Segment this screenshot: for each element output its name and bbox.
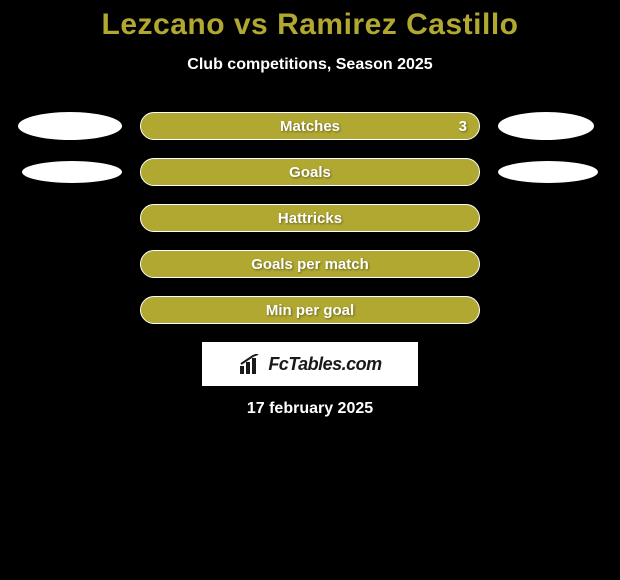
stat-row: Min per goal bbox=[0, 296, 620, 324]
stat-row: Hattricks bbox=[0, 204, 620, 232]
logo-text: FcTables.com bbox=[268, 354, 381, 375]
comparison-infographic: Lezcano vs Ramirez Castillo Club competi… bbox=[0, 0, 620, 418]
stat-label: Goals bbox=[141, 164, 479, 181]
stat-bar: Goals bbox=[140, 158, 480, 186]
left-slot bbox=[12, 112, 122, 140]
stat-row: Matches3 bbox=[0, 112, 620, 140]
left-ellipse bbox=[18, 112, 122, 140]
stat-bar: Goals per match bbox=[140, 250, 480, 278]
stat-row: Goals bbox=[0, 158, 620, 186]
date-text: 17 february 2025 bbox=[0, 400, 620, 418]
stat-label: Matches bbox=[141, 118, 479, 135]
left-slot bbox=[12, 161, 122, 183]
stat-label: Min per goal bbox=[141, 302, 479, 319]
chart-icon bbox=[238, 354, 262, 374]
stat-label: Hattricks bbox=[141, 210, 479, 227]
right-ellipse bbox=[498, 112, 594, 140]
page-title: Lezcano vs Ramirez Castillo bbox=[0, 8, 620, 42]
right-ellipse bbox=[498, 161, 598, 183]
right-slot bbox=[498, 161, 608, 183]
stat-value: 3 bbox=[459, 118, 467, 135]
stat-row: Goals per match bbox=[0, 250, 620, 278]
stat-bar: Hattricks bbox=[140, 204, 480, 232]
logo-box: FcTables.com bbox=[202, 342, 418, 386]
stat-label: Goals per match bbox=[141, 256, 479, 273]
stat-bar: Matches3 bbox=[140, 112, 480, 140]
left-ellipse bbox=[22, 161, 122, 183]
subtitle: Club competitions, Season 2025 bbox=[0, 56, 620, 74]
stat-rows: Matches3 Goals Hattricks Goals per match Min… bbox=[0, 112, 620, 324]
right-slot bbox=[498, 112, 608, 140]
stat-bar: Min per goal bbox=[140, 296, 480, 324]
